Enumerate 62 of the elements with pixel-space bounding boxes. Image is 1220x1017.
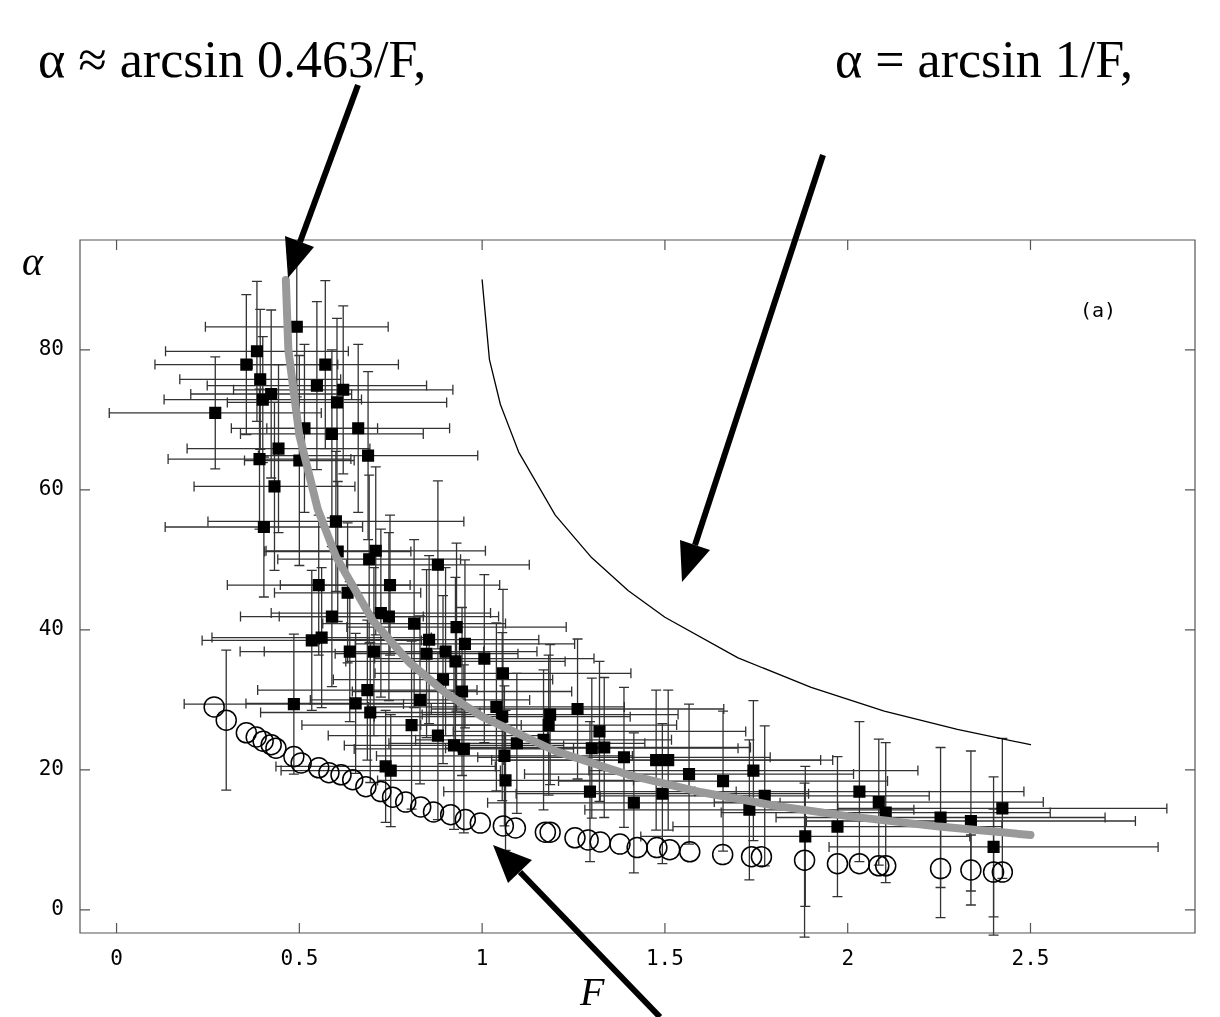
point: [848, 852, 871, 875]
x-axis-title: F: [580, 968, 605, 1015]
point: [589, 831, 611, 853]
point: [290, 752, 312, 774]
point: [929, 857, 952, 880]
point: [235, 722, 258, 744]
point: [252, 730, 274, 752]
point: [991, 861, 1014, 883]
point: [330, 764, 352, 786]
y-tick-label: 0: [51, 896, 64, 921]
text: α = arcsin 1/F,: [835, 30, 1133, 89]
y-axis-title: α: [22, 238, 43, 285]
point: [750, 845, 773, 868]
point: [658, 838, 681, 861]
point: [577, 829, 599, 851]
point: [740, 845, 763, 868]
point: [626, 836, 648, 859]
point: [355, 775, 377, 798]
y-tick-label: 60: [38, 476, 64, 501]
point: [469, 812, 492, 834]
y-tick-label: 80: [38, 336, 64, 361]
point: [265, 737, 287, 759]
point: [439, 803, 462, 826]
point: [679, 841, 701, 863]
point: [711, 843, 734, 866]
point: [307, 757, 330, 779]
point: [283, 745, 305, 768]
point: [960, 859, 982, 881]
y-tick-label: 20: [38, 756, 64, 781]
point: [341, 768, 364, 791]
point: [564, 827, 586, 849]
point: [826, 852, 849, 875]
point: [260, 733, 282, 756]
point: [539, 821, 561, 843]
point: [245, 726, 267, 748]
x-tick-label: 2.5: [1011, 946, 1050, 971]
point: [318, 761, 340, 784]
point: [394, 791, 417, 813]
point: [215, 709, 237, 731]
point: [409, 796, 432, 818]
x-tick-label: 2: [841, 946, 855, 971]
point: [370, 780, 392, 803]
point: [422, 801, 445, 823]
point: [203, 696, 225, 718]
point: [646, 836, 668, 859]
point: [982, 861, 1005, 883]
point: [534, 821, 557, 843]
x-tick-label: 1.5: [645, 946, 684, 971]
x-tick-label: 0: [110, 946, 123, 971]
x-tick-label: 0.5: [280, 946, 319, 971]
point: [793, 849, 816, 871]
point: [454, 808, 477, 831]
point: [868, 855, 890, 877]
x-tick-label: 1: [475, 946, 489, 971]
text: α ≈ arcsin 0.463/F,: [38, 30, 427, 89]
point: [381, 786, 404, 808]
point: [504, 817, 527, 839]
point: [609, 833, 631, 855]
point: [492, 815, 515, 837]
y-tick-label: 40: [38, 616, 64, 641]
point: [874, 855, 897, 877]
annotation: (a): [1080, 298, 1117, 322]
